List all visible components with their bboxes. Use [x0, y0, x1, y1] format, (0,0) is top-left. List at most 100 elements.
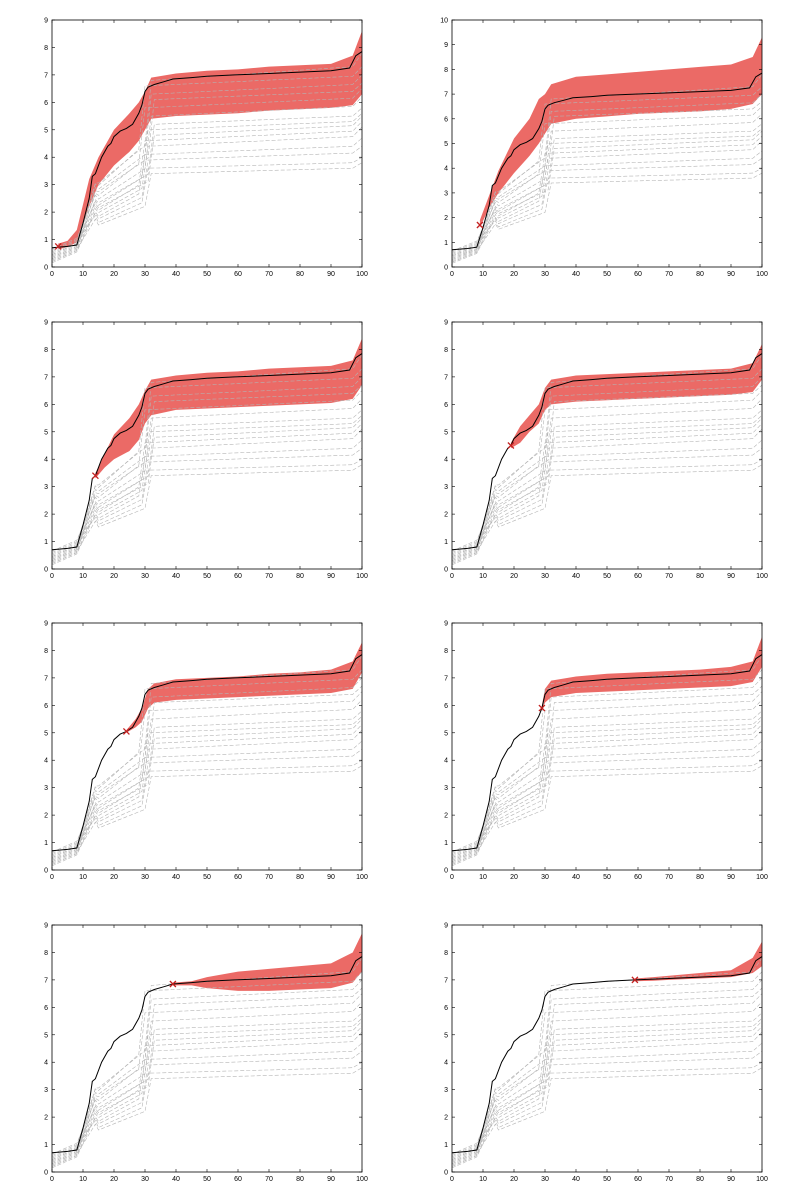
x-tick-label: 80 — [696, 271, 704, 278]
main-curve — [451, 654, 763, 852]
y-tick-label: 8 — [44, 648, 48, 655]
ensemble-curve-6 — [51, 145, 363, 257]
y-tick-label: 5 — [44, 730, 48, 737]
ensemble-curve-2 — [451, 140, 763, 263]
ensemble-curve-8 — [451, 718, 763, 857]
ensemble-curve-13 — [451, 135, 763, 259]
y-tick-label: 8 — [444, 950, 448, 957]
y-tick-label: 1 — [444, 1142, 448, 1149]
ensemble-curve-10 — [51, 1061, 363, 1156]
ensemble-curve-3 — [451, 172, 763, 262]
main-curve — [51, 353, 363, 551]
current-point-marker — [122, 727, 130, 735]
ensemble-curve-7 — [451, 979, 763, 1160]
ensemble-curve-7 — [51, 376, 363, 557]
y-tick-label: 2 — [444, 215, 448, 222]
ensemble-curve-15 — [451, 957, 763, 1165]
ensemble-curve-10 — [51, 759, 363, 854]
y-tick-label: 9 — [44, 621, 48, 628]
y-tick-label: 4 — [444, 166, 448, 173]
y-tick-label: 6 — [444, 402, 448, 409]
main-curve — [451, 353, 763, 551]
current-point-marker — [538, 704, 546, 712]
ensemble-curve-9 — [451, 971, 763, 1158]
main-curve — [51, 51, 363, 249]
x-tick-label: 50 — [203, 271, 211, 278]
x-tick-label: 70 — [665, 573, 673, 580]
ensemble-curve-9 — [451, 86, 763, 254]
x-tick-label: 100 — [356, 1176, 368, 1183]
x-tick-label: 0 — [450, 573, 454, 580]
x-tick-label: 10 — [79, 573, 87, 580]
ensemble-curve-2 — [51, 126, 363, 262]
ensemble-curve-14 — [51, 1018, 363, 1160]
x-tick-label: 80 — [696, 573, 704, 580]
ensemble-curve-7 — [451, 376, 763, 557]
y-tick-label: 9 — [44, 923, 48, 930]
y-tick-label: 1 — [44, 1142, 48, 1149]
main-curve — [51, 956, 363, 1154]
ensemble-curve-11 — [451, 699, 763, 853]
ensemble-curve-4 — [451, 710, 763, 863]
ensemble-curve-14 — [451, 716, 763, 858]
x-tick-label: 20 — [510, 573, 518, 580]
ensemble-curve-4 — [51, 409, 363, 562]
ensemble-curve-3 — [51, 464, 363, 563]
y-tick-label: 10 — [440, 18, 448, 25]
ensemble-curve-1 — [451, 439, 763, 566]
x-tick-label: 30 — [141, 573, 149, 580]
x-tick-label: 40 — [572, 1176, 580, 1183]
ensemble-curve-2 — [451, 729, 763, 865]
current-point-marker — [54, 242, 62, 250]
ensemble-curve-2 — [451, 1031, 763, 1167]
x-tick-label: 0 — [50, 271, 54, 278]
y-tick-label: 0 — [444, 567, 448, 574]
y-tick-label: 6 — [44, 100, 48, 107]
ensemble-curve-11 — [451, 398, 763, 552]
y-tick-label: 5 — [444, 730, 448, 737]
y-tick-label: 8 — [44, 347, 48, 354]
ensemble-curve-7 — [451, 677, 763, 858]
x-tick-label: 0 — [50, 573, 54, 580]
x-tick-label: 40 — [172, 874, 180, 881]
y-tick-label: 9 — [444, 621, 448, 628]
ensemble-curve-7 — [451, 93, 763, 257]
x-tick-label: 0 — [450, 271, 454, 278]
x-tick-label: 70 — [265, 874, 273, 881]
y-tick-label: 5 — [44, 1032, 48, 1039]
x-tick-label: 10 — [479, 271, 487, 278]
x-tick-label: 80 — [296, 1176, 304, 1183]
ensemble-curve-12 — [51, 384, 363, 564]
x-tick-label: 20 — [110, 271, 118, 278]
y-tick-label: 4 — [444, 758, 448, 765]
x-tick-label: 40 — [172, 271, 180, 278]
ensemble-curve-1 — [51, 439, 363, 566]
y-tick-label: 6 — [44, 703, 48, 710]
y-tick-label: 1 — [44, 237, 48, 244]
x-tick-label: 60 — [634, 1176, 642, 1183]
ensemble-curve-11 — [51, 96, 363, 250]
x-tick-label: 30 — [541, 271, 549, 278]
y-tick-label: 8 — [444, 648, 448, 655]
ensemble-curve-5 — [451, 390, 763, 560]
x-tick-label: 80 — [296, 271, 304, 278]
x-tick-label: 90 — [727, 573, 735, 580]
ensemble-curve-15 — [451, 74, 763, 260]
ensemble-curve-10 — [451, 167, 763, 253]
ensemble-curve-5 — [51, 691, 363, 861]
x-tick-label: 40 — [572, 271, 580, 278]
ensemble-curve-1 — [451, 150, 763, 264]
x-tick-label: 90 — [327, 573, 335, 580]
ensemble-curve-11 — [51, 398, 363, 552]
ensemble-curve-9 — [51, 669, 363, 856]
ensemble-curve-12 — [51, 82, 363, 262]
x-tick-label: 40 — [172, 1176, 180, 1183]
ensemble-curve-5 — [451, 106, 763, 259]
x-tick-label: 30 — [541, 1176, 549, 1183]
x-tick-label: 70 — [665, 874, 673, 881]
x-tick-label: 100 — [756, 874, 768, 881]
x-tick-label: 60 — [234, 874, 242, 881]
ensemble-curve-8 — [51, 115, 363, 254]
ensemble-curve-6 — [451, 158, 763, 258]
x-tick-label: 60 — [234, 1176, 242, 1183]
